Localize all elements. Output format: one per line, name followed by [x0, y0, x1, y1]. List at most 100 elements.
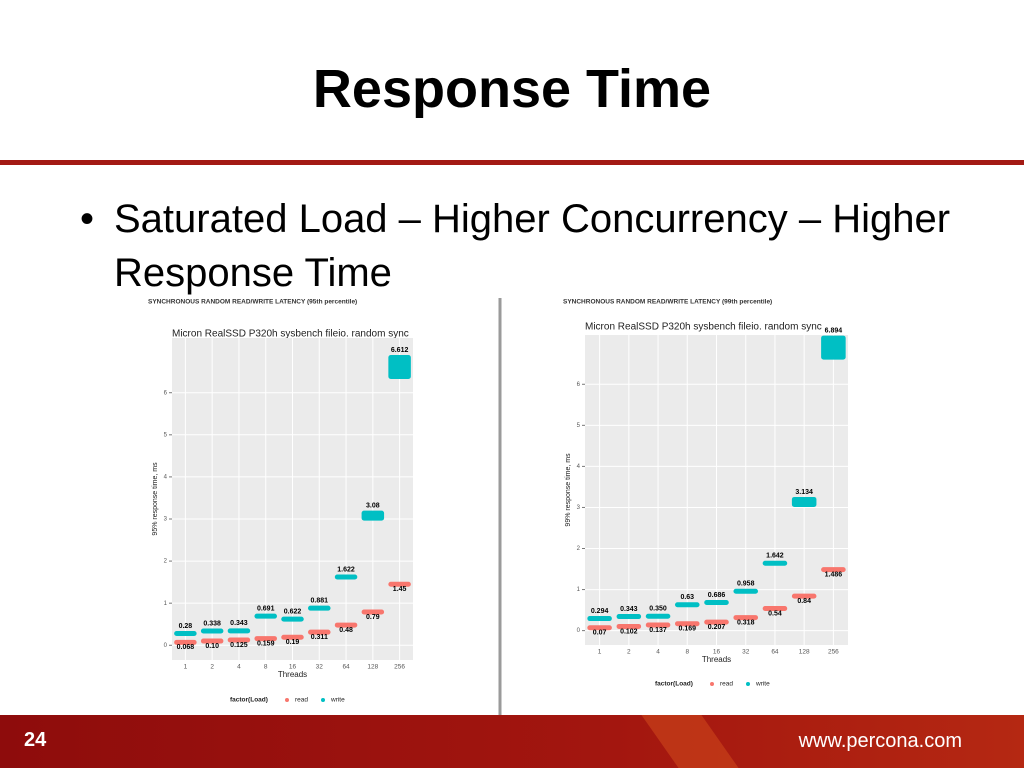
- chart-title: SYNCHRONOUS RANDOM READ/WRITE LATENCY (9…: [563, 299, 772, 306]
- point-cluster: [616, 623, 642, 629]
- data-label: 0.102: [620, 628, 638, 635]
- footer: 24 www.percona.com: [0, 715, 1024, 768]
- y-axis-label: 99% response time, ms: [565, 453, 572, 527]
- y-tick-label: 3: [577, 505, 581, 511]
- y-tick-label: 1: [577, 587, 581, 593]
- data-label: 3.134: [795, 489, 813, 496]
- x-tick-label: 8: [264, 664, 268, 671]
- point-cluster: [254, 636, 277, 642]
- x-tick-label: 256: [828, 649, 839, 656]
- data-label: 0.169: [679, 626, 697, 633]
- point-cluster: [704, 599, 729, 605]
- data-label: 0.311: [311, 634, 328, 641]
- page-number: 24: [24, 729, 47, 751]
- x-tick-label: 256: [394, 664, 405, 671]
- point-cluster: [334, 574, 358, 580]
- footer-stripe: [641, 715, 739, 768]
- y-tick-label: 3: [164, 517, 168, 523]
- chart-subtitle: Micron RealSSD P320h sysbench fileio. ra…: [585, 322, 822, 333]
- chart-subtitle: Micron RealSSD P320h sysbench fileio. ra…: [172, 329, 409, 340]
- x-tick-label: 32: [316, 664, 324, 671]
- point-cluster: [587, 625, 612, 631]
- data-label: 1.45: [393, 586, 407, 593]
- point-cluster: [227, 628, 251, 634]
- data-label: 0.07: [593, 630, 607, 637]
- x-tick-label: 4: [237, 664, 241, 671]
- y-tick-label: 0: [164, 643, 168, 649]
- point-cluster: [675, 621, 700, 627]
- data-label: 0.068: [177, 644, 195, 651]
- point-cluster: [200, 628, 224, 634]
- y-tick-label: 6: [577, 382, 581, 388]
- point-cluster: [616, 614, 642, 620]
- data-label: 3.08: [366, 502, 380, 509]
- data-label: 0.686: [708, 592, 726, 599]
- y-tick-label: 0: [577, 628, 581, 634]
- x-tick-label: 1: [184, 664, 188, 671]
- data-label: 0.294: [591, 608, 609, 615]
- x-tick-label: 64: [342, 664, 350, 671]
- x-tick-label: 32: [742, 649, 750, 656]
- data-label: 0.54: [768, 610, 782, 617]
- x-tick-label: 4: [656, 649, 660, 656]
- y-tick-label: 4: [164, 474, 168, 480]
- chart-title: SYNCHRONOUS RANDOM READ/WRITE LATENCY (9…: [148, 299, 357, 306]
- data-label: 1.642: [766, 553, 784, 560]
- point-cluster: [388, 581, 411, 587]
- data-label: 0.84: [797, 598, 811, 605]
- point-cluster: [174, 639, 197, 645]
- charts: SYNCHRONOUS RANDOM READ/WRITE LATENCY (9…: [148, 298, 848, 715]
- x-tick-label: 1: [598, 649, 602, 656]
- data-label: 0.207: [708, 624, 726, 631]
- legend-label: write: [755, 681, 770, 688]
- point-cluster: [733, 615, 758, 621]
- point-cluster: [791, 593, 817, 599]
- data-label: 0.343: [620, 606, 638, 613]
- y-tick-label: 6: [164, 390, 168, 396]
- data-label: 0.28: [179, 623, 193, 630]
- x-tick-label: 2: [210, 664, 214, 671]
- x-tick-label: 8: [685, 649, 689, 656]
- x-tick-label: 2: [627, 649, 631, 656]
- point-cluster: [762, 560, 788, 566]
- legend-swatch: [710, 682, 714, 686]
- x-tick-label: 16: [289, 664, 297, 671]
- x-tick-label: 128: [799, 649, 810, 656]
- x-axis-label: Threads: [278, 670, 307, 679]
- slide-title: Response Time: [312, 59, 712, 119]
- y-tick-label: 2: [164, 559, 168, 565]
- point-cluster: [675, 602, 700, 608]
- bullet: Saturated Load – Higher Concurrency – Hi…: [80, 192, 994, 300]
- point-cluster: [281, 616, 304, 622]
- data-label: 6.612: [391, 347, 409, 354]
- point-cluster: [587, 616, 612, 622]
- point-cluster: [308, 629, 331, 635]
- legend-swatch: [746, 682, 750, 686]
- point-cluster: [645, 613, 671, 619]
- point-cluster: [334, 622, 358, 628]
- data-label: 0.622: [284, 608, 302, 615]
- x-tick-label: 128: [367, 664, 378, 671]
- data-label: 0.79: [366, 614, 380, 621]
- data-label: 0.318: [737, 619, 755, 626]
- y-tick-label: 1: [164, 601, 168, 607]
- data-label: 0.19: [286, 639, 300, 646]
- legend-label: read: [295, 697, 308, 704]
- legend-label: write: [330, 697, 345, 704]
- data-label: 0.48: [339, 627, 353, 634]
- data-label: 0.343: [230, 620, 248, 627]
- data-label: 0.338: [203, 620, 221, 627]
- legend-swatch: [285, 698, 289, 702]
- point-cluster: [308, 605, 331, 611]
- point-cluster: [704, 619, 729, 625]
- point-cluster: [361, 609, 385, 615]
- data-label: 0.350: [649, 606, 667, 613]
- data-label: 0.881: [311, 598, 329, 605]
- y-axis-label: 95% response time, ms: [152, 462, 159, 536]
- legend-title: factor(Load): [655, 681, 693, 688]
- footer-url: www.percona.com: [798, 730, 962, 752]
- point-cluster: [227, 637, 251, 643]
- y-tick-label: 5: [164, 432, 168, 438]
- data-label: 6.894: [825, 327, 843, 334]
